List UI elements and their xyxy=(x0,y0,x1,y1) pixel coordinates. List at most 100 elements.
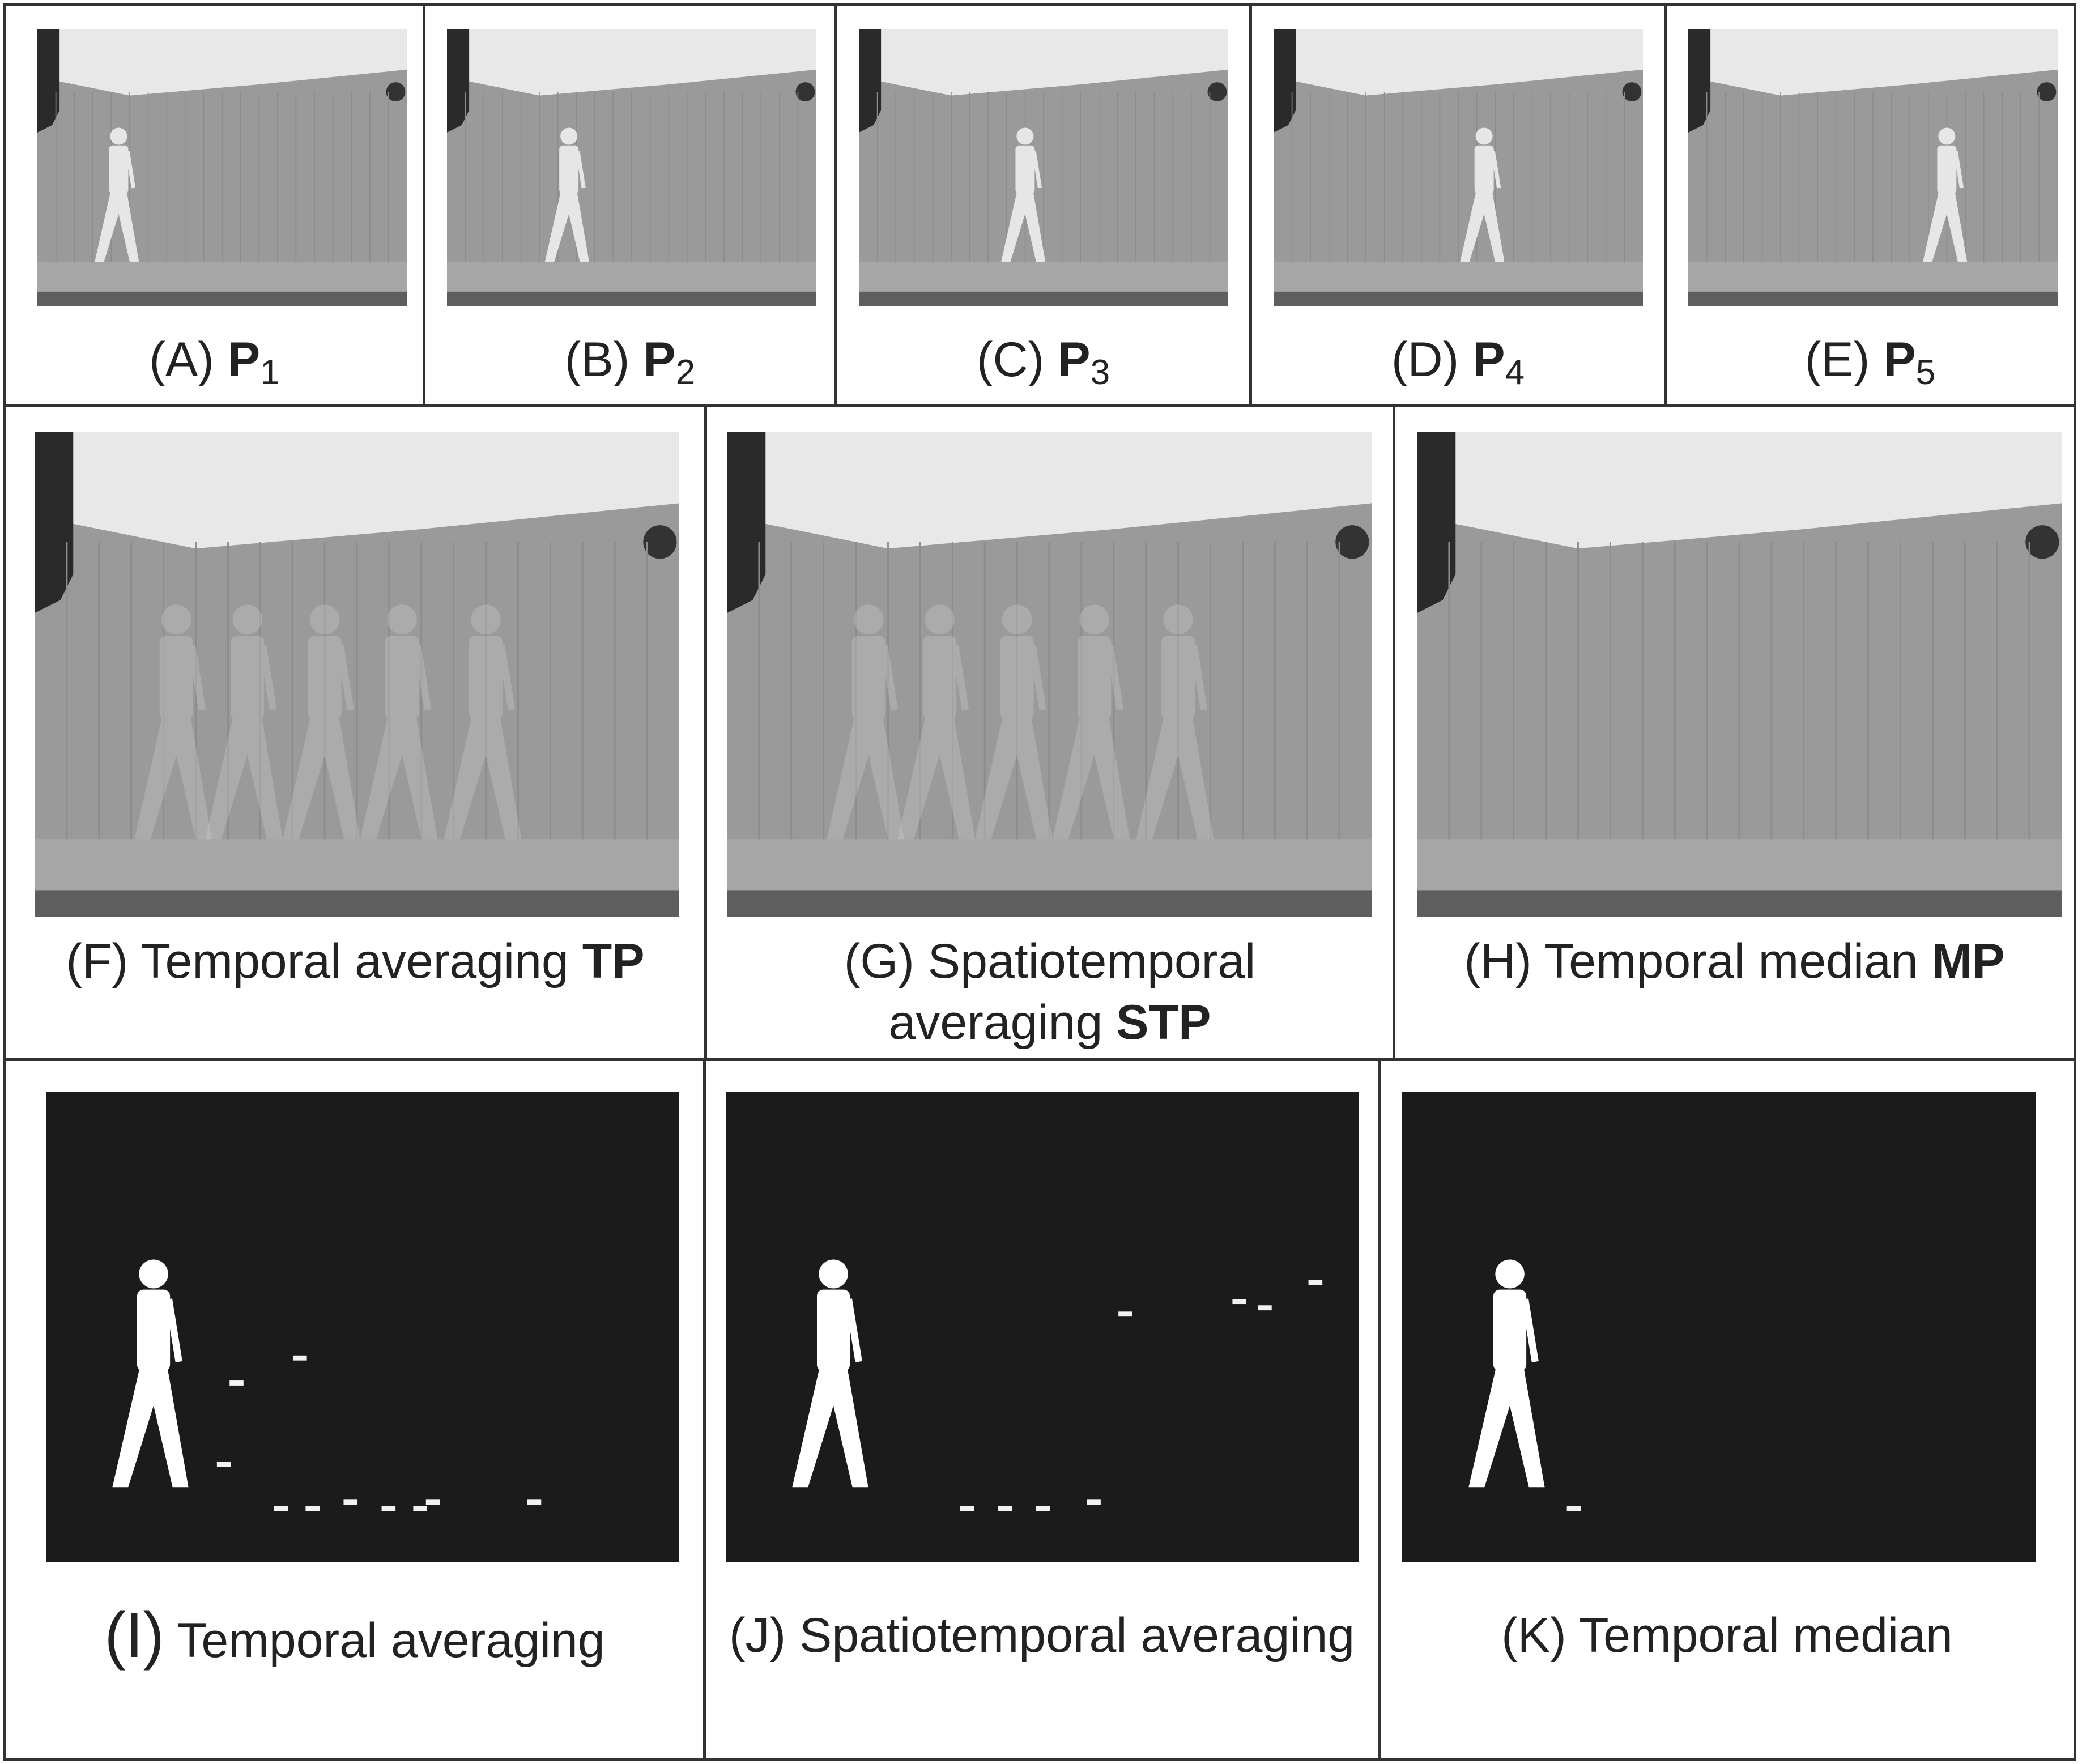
walking-person xyxy=(112,1259,189,1488)
panel-j: (J) Spatiotemporal averaging xyxy=(703,1058,1381,1761)
caption-h: (H) Temporal median MP xyxy=(1464,934,2005,988)
ceiling-camera xyxy=(1335,525,1369,559)
noise-speck xyxy=(343,1499,358,1505)
row-background-models: (F) Temporal averaging TP (G) Spatiotemp… xyxy=(3,404,2076,1061)
row-input-frames: (A) P1 (B) P2 (C) P3 (D) P4 (E) P5 xyxy=(3,3,2076,407)
studio-ceiling xyxy=(37,29,407,96)
frame-p3-photo xyxy=(859,29,1228,306)
left-pillar xyxy=(37,29,60,133)
studio-ceiling xyxy=(859,29,1228,96)
floor-edge xyxy=(447,291,816,306)
caption-k: (K) Temporal median xyxy=(1501,1608,1953,1663)
frame-p5-photo xyxy=(1688,29,2058,306)
panel-f: (F) Temporal averaging TP xyxy=(3,404,707,1061)
spatiotemporal-averaging-stp-photo xyxy=(727,432,1372,917)
row-foreground-masks: (I) Temporal averaging (J) Spatiotempora… xyxy=(3,1058,2076,1761)
temporal-median-mp-photo xyxy=(1417,432,2062,917)
studio-ceiling xyxy=(1274,29,1643,96)
left-pillar xyxy=(859,29,882,133)
walking-person xyxy=(1468,1259,1545,1488)
caption-e: (E) P5 xyxy=(1804,333,1936,392)
panel-i: (I) Temporal averaging xyxy=(3,1058,706,1761)
studio-ceiling xyxy=(447,29,816,96)
walking-person xyxy=(792,1259,868,1488)
studio-ceiling xyxy=(1417,432,2062,549)
studio-ceiling xyxy=(35,432,679,549)
panel-c: (C) P3 xyxy=(834,3,1252,407)
noise-speck xyxy=(1308,1280,1323,1285)
walking-person xyxy=(1923,127,1968,262)
caption-i: (I) Temporal averaging xyxy=(104,1600,605,1671)
left-pillar xyxy=(727,432,766,613)
caption-a: (A) P1 xyxy=(149,333,280,392)
floor-edge xyxy=(1417,890,2062,917)
ceiling-camera xyxy=(1622,82,1642,102)
ceiling-camera xyxy=(643,525,677,559)
panel-h: (H) Temporal median MP xyxy=(1393,404,2076,1061)
left-pillar xyxy=(447,29,470,133)
spatiotemporal-averaging-mask xyxy=(726,1092,1359,1562)
ceiling-camera xyxy=(2025,525,2059,559)
walking-person xyxy=(1460,127,1505,262)
ceiling-camera xyxy=(386,82,406,102)
panel-a: (A) P1 xyxy=(3,3,425,407)
walking-person xyxy=(205,604,283,840)
noise-speck xyxy=(1566,1506,1581,1511)
noise-speck xyxy=(998,1506,1012,1511)
floor-edge xyxy=(1688,291,2058,306)
caption-j: (J) Spatiotemporal averaging xyxy=(729,1608,1355,1663)
noise-speck xyxy=(527,1499,542,1505)
panel-d: (D) P4 xyxy=(1249,3,1667,407)
floor-edge xyxy=(35,890,679,917)
walking-person xyxy=(1136,604,1214,840)
temporal-median-mask xyxy=(1402,1092,2036,1562)
noise-speck xyxy=(1232,1299,1246,1305)
noise-speck xyxy=(425,1499,440,1505)
frame-p4-photo xyxy=(1274,29,1643,306)
walking-person xyxy=(1052,604,1130,840)
frame-p1-photo xyxy=(37,29,407,306)
noise-speck xyxy=(1036,1506,1050,1511)
caption-d: (D) P4 xyxy=(1391,333,1525,392)
panel-e: (E) P5 xyxy=(1664,3,2076,407)
panel-g: (G) Spatiotemporal averaging STP xyxy=(704,404,1395,1061)
walking-person xyxy=(134,604,212,840)
noise-speck xyxy=(274,1506,288,1511)
studio-ceiling xyxy=(727,432,1372,549)
panel-k: (K) Temporal median xyxy=(1378,1058,2076,1761)
walking-person xyxy=(975,604,1053,840)
walking-person xyxy=(95,127,139,262)
floor-edge xyxy=(859,291,1228,306)
floor-edge xyxy=(1274,291,1643,306)
noise-speck xyxy=(229,1380,244,1386)
caption-f: (F) Temporal averaging TP xyxy=(66,934,645,988)
noise-speck xyxy=(216,1462,231,1467)
walking-person xyxy=(897,604,976,840)
floor-edge xyxy=(37,291,407,306)
noise-speck xyxy=(1258,1305,1272,1311)
noise-speck xyxy=(960,1506,974,1511)
noise-speck xyxy=(305,1506,320,1511)
caption-g: (G) Spatiotemporal averaging STP xyxy=(844,934,1256,1050)
walking-person xyxy=(1001,127,1046,262)
frame-p2-photo xyxy=(447,29,816,306)
temporal-averaging-tp-photo xyxy=(35,432,679,917)
walking-person xyxy=(444,604,522,840)
floor-edge xyxy=(727,890,1372,917)
temporal-averaging-mask xyxy=(46,1092,679,1562)
ceiling-camera xyxy=(795,82,815,102)
left-pillar xyxy=(1417,432,1456,613)
left-pillar xyxy=(35,432,74,613)
ceiling-camera xyxy=(2037,82,2057,102)
figure: (A) P1 (B) P2 (C) P3 (D) P4 (E) P5 xyxy=(3,3,2076,1761)
walking-person xyxy=(544,127,590,262)
noise-speck xyxy=(381,1506,396,1511)
left-pillar xyxy=(1274,29,1296,133)
caption-c: (C) P3 xyxy=(976,333,1110,392)
panel-b: (B) P2 xyxy=(423,3,837,407)
walking-person xyxy=(360,604,438,840)
walking-person xyxy=(827,604,904,840)
caption-b: (B) P2 xyxy=(564,333,696,392)
noise-speck xyxy=(1118,1311,1132,1317)
left-pillar xyxy=(1688,29,1711,133)
